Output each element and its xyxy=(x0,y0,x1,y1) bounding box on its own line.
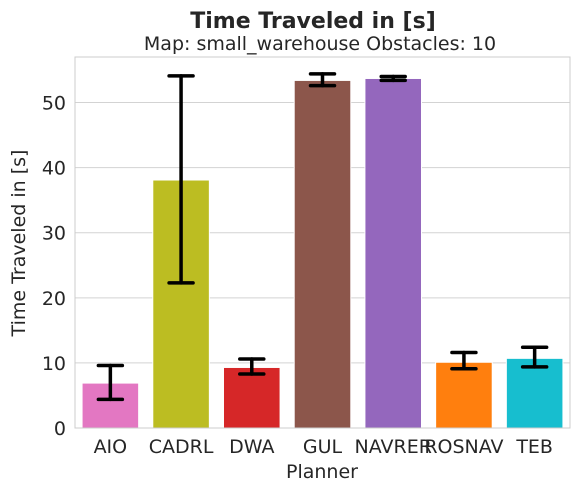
bar-dwa xyxy=(223,366,281,429)
x-tick-label-aio: AIO xyxy=(94,436,128,458)
y-tick-label: 40 xyxy=(42,158,66,180)
bar-navrer xyxy=(364,77,422,429)
y-axis-label: Time Traveled in [s] xyxy=(8,150,30,338)
chart-title: Time Traveled in [s] xyxy=(190,9,436,34)
bars xyxy=(81,77,564,429)
x-tick-label-cadrl: CADRL xyxy=(149,436,214,458)
x-tick-label-gul: GUL xyxy=(303,436,343,458)
y-tick-label: 10 xyxy=(42,353,66,375)
x-tick-label-navrer: NAVRER xyxy=(355,436,432,458)
chart-subtitle: Map: small_warehouse Obstacles: 10 xyxy=(144,33,496,55)
x-tick-label-dwa: DWA xyxy=(229,436,274,458)
error-bars xyxy=(96,72,549,402)
plot-frame xyxy=(74,56,571,429)
x-axis-label: Planner xyxy=(286,461,358,483)
bar-gul xyxy=(293,79,352,429)
y-tick-label: 0 xyxy=(54,418,66,440)
y-tick-label: 50 xyxy=(42,93,66,115)
bar-rosnav xyxy=(435,361,493,429)
y-tick-label: 20 xyxy=(42,288,66,310)
y-tick-labels: 0 10 20 30 40 50 xyxy=(42,93,66,440)
x-tick-label-teb: TEB xyxy=(515,436,553,458)
x-tick-label-rosnav: ROSNAV xyxy=(424,436,503,458)
bar-teb xyxy=(505,357,564,429)
y-tick-label: 30 xyxy=(42,223,66,245)
